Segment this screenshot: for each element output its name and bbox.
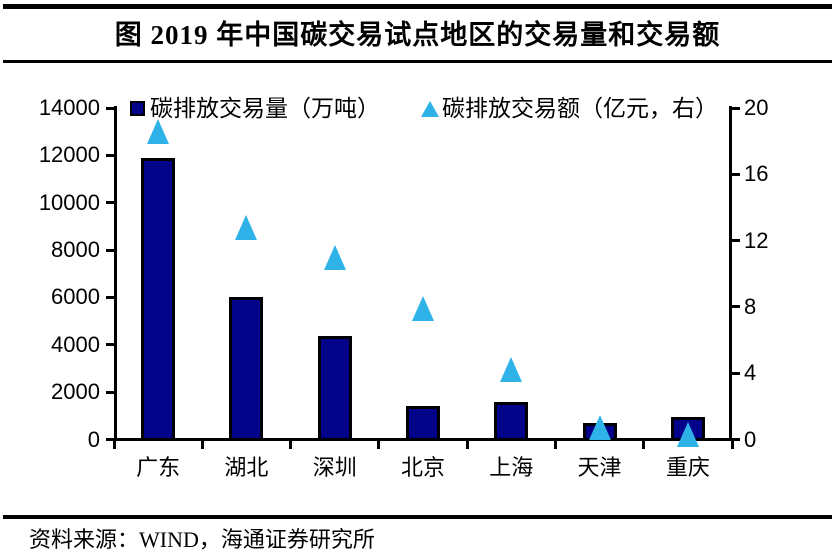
triangle-marker-湖北 — [235, 214, 258, 240]
triangle-marker-天津 — [588, 415, 611, 441]
right-axis-tick-label: 0 — [744, 426, 757, 452]
left-axis-tick-label: 4000 — [51, 331, 100, 357]
footer-rule — [3, 515, 832, 519]
chart-title: 图 2019 年中国碳交易试点地区的交易量和交易额 — [114, 20, 721, 50]
x-axis-tick — [465, 441, 469, 449]
x-axis-tick — [377, 441, 381, 449]
legend-value-marker-icon — [421, 101, 439, 117]
triangle-marker-深圳 — [323, 244, 346, 270]
triangle-marker-北京 — [412, 296, 434, 322]
right-axis-tick-label: 8 — [744, 293, 757, 319]
x-axis-tick — [200, 441, 204, 449]
left-axis-tick-label: 8000 — [51, 237, 100, 263]
left-axis-tick — [106, 438, 114, 441]
x-axis-label: 重庆 — [665, 455, 710, 480]
right-axis-tick — [732, 438, 740, 441]
left-axis-tick — [106, 343, 114, 347]
bar-上海 — [494, 401, 529, 441]
right-axis-tick — [732, 239, 740, 243]
right-axis-tick — [732, 106, 740, 110]
left-axis-tick-label: 6000 — [51, 284, 100, 310]
x-axis-label: 北京 — [400, 455, 445, 480]
left-y-axis — [114, 106, 117, 441]
x-axis-label: 湖北 — [224, 455, 269, 480]
x-axis-label: 天津 — [577, 455, 622, 480]
left-axis-tick-label: 12000 — [38, 142, 100, 168]
title-top-rule — [3, 4, 832, 9]
x-axis-label: 上海 — [489, 455, 534, 480]
right-axis-tick-label: 4 — [744, 360, 757, 386]
title-bottom-rule — [3, 60, 832, 63]
x-axis-tick — [642, 441, 646, 449]
left-axis-tick-label: 2000 — [51, 379, 100, 405]
x-axis-tick — [553, 441, 557, 449]
x-axis-label: 广东 — [136, 455, 181, 480]
x-axis-tick — [730, 441, 734, 449]
x-axis-tick — [289, 441, 293, 449]
bar-广东 — [141, 157, 176, 441]
left-axis-tick — [106, 201, 114, 205]
left-axis-tick — [106, 248, 114, 252]
left-axis-tick-label: 10000 — [38, 189, 100, 215]
right-axis-tick-label: 16 — [744, 161, 769, 187]
right-axis-tick — [732, 371, 740, 375]
left-axis-tick-label: 14000 — [38, 95, 100, 120]
bar-北京 — [406, 406, 440, 441]
x-axis-tick — [112, 441, 116, 449]
left-axis-tick — [106, 153, 114, 157]
right-y-axis — [729, 106, 732, 441]
legend-volume-label: 碳排放交易量（万吨） — [150, 96, 380, 121]
right-axis-tick — [732, 305, 740, 309]
right-axis-tick-label: 12 — [744, 227, 769, 253]
bar-深圳 — [317, 336, 352, 441]
x-axis-label: 深圳 — [312, 455, 357, 480]
left-axis-tick — [106, 390, 114, 394]
right-axis-tick-label: 20 — [744, 95, 769, 120]
right-axis-tick — [732, 172, 740, 176]
legend-volume-marker-icon — [130, 101, 145, 116]
triangle-marker-广东 — [147, 118, 170, 144]
bar-湖北 — [229, 297, 264, 441]
triangle-marker-上海 — [500, 357, 523, 383]
x-axis — [114, 438, 732, 441]
triangle-marker-重庆 — [676, 422, 699, 448]
legend-value-label: 碳排放交易额（亿元，右） — [442, 96, 718, 121]
left-axis-tick-label: 0 — [87, 426, 100, 452]
source-note: 资料来源：WIND，海通证券研究所 — [29, 527, 375, 552]
left-axis-tick — [106, 106, 114, 110]
left-axis-tick — [106, 295, 114, 299]
